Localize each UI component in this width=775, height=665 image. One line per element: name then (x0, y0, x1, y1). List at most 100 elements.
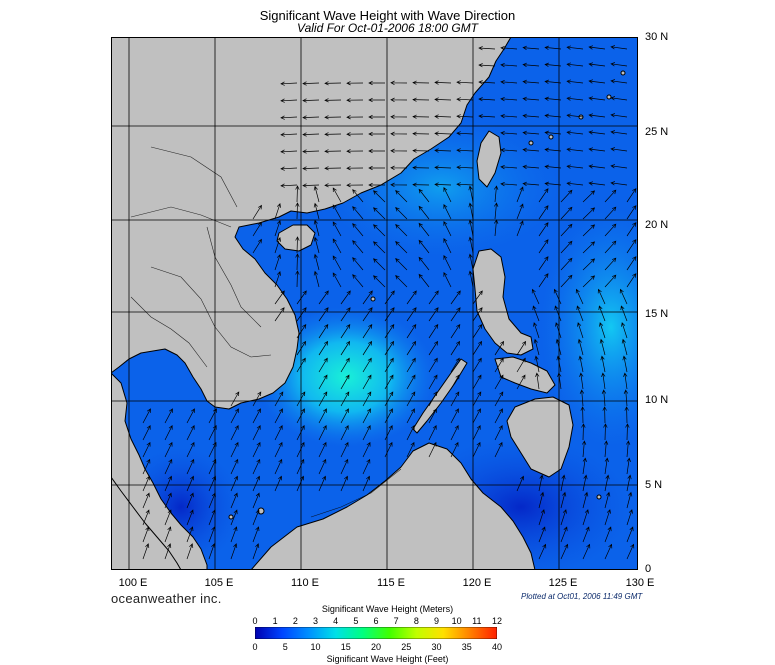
wave-direction-arrow (626, 205, 637, 220)
wave-direction-arrow (456, 80, 474, 85)
wave-direction-arrow (318, 441, 327, 458)
wave-direction-arrow (478, 46, 496, 51)
wave-direction-arrow (302, 115, 320, 120)
wave-direction-arrow (544, 62, 562, 67)
wave-direction-arrow (516, 374, 526, 390)
wave-direction-arrow (538, 526, 546, 543)
wave-direction-arrow (468, 270, 474, 288)
wave-direction-arrow (535, 372, 540, 390)
wave-direction-arrow (468, 253, 474, 271)
meters-tick-label: 12 (491, 616, 502, 626)
wave-direction-arrow (621, 338, 628, 356)
wave-direction-arrow (313, 202, 320, 220)
wave-direction-arrow (318, 408, 327, 424)
wave-direction-arrow (406, 408, 415, 424)
feet-tick-label: 15 (340, 642, 351, 652)
wave-direction-arrow (599, 338, 606, 356)
wave-direction-arrow (434, 114, 452, 119)
wave-direction-arrow (252, 526, 260, 543)
wave-direction-arrow (566, 113, 584, 118)
wave-direction-arrow (373, 207, 386, 220)
wave-direction-arrow (395, 224, 408, 237)
wave-direction-arrow (280, 115, 298, 120)
wave-direction-arrow (346, 183, 364, 188)
wave-direction-arrow (274, 458, 283, 475)
feet-tick-label: 25 (401, 642, 412, 652)
wave-direction-arrow (560, 509, 567, 526)
wave-direction-arrow (610, 113, 628, 118)
wave-direction-arrow (186, 475, 195, 492)
wave-direction-arrow (318, 307, 329, 322)
wave-direction-arrow (318, 391, 328, 407)
wave-direction-arrow (406, 357, 416, 373)
wave-direction-arrow (443, 255, 452, 271)
wave-direction-arrow (619, 288, 628, 305)
island-dot (606, 94, 612, 100)
wave-direction-arrow (406, 391, 416, 407)
lat-label-25n: 25 N (645, 126, 669, 138)
sumatra-tip (111, 476, 182, 570)
wave-direction-arrow (450, 307, 461, 322)
wave-direction-arrow (544, 79, 562, 84)
wave-direction-arrow (450, 323, 461, 339)
wave-direction-arrow (450, 290, 461, 305)
wave-direction-arrow (494, 340, 505, 356)
wave-direction-arrow (588, 164, 606, 169)
wave-direction-arrow (604, 457, 609, 475)
taiwan-island (476, 130, 502, 188)
wave-direction-arrow (412, 165, 430, 170)
wave-direction-arrow (332, 272, 342, 288)
lon-label-125e: 125 E (548, 577, 578, 589)
wave-direction-arrow (579, 389, 585, 407)
wave-direction-arrow (624, 406, 629, 424)
wave-direction-arrow (362, 290, 373, 305)
wave-direction-arrow (577, 338, 584, 356)
wave-direction-arrow (588, 45, 606, 50)
wave-direction-arrow (626, 509, 633, 526)
wave-direction-arrow (456, 165, 474, 170)
lat-label-5n: 5 N (645, 479, 663, 491)
wave-direction-arrow (428, 408, 437, 424)
wave-direction-arrow (582, 509, 589, 526)
wave-direction-arrow (544, 113, 562, 118)
wave-direction-arrow (332, 204, 342, 220)
wave-direction-arrow (352, 223, 364, 237)
wave-direction-arrow (604, 509, 611, 526)
wave-direction-arrow (324, 166, 342, 171)
wave-direction-arrow (274, 203, 281, 220)
wave-direction-arrow (280, 98, 298, 103)
wave-direction-arrow (418, 256, 430, 271)
wave-direction-arrow (604, 543, 613, 560)
wave-direction-arrow (522, 130, 540, 135)
wave-direction-arrow (362, 307, 373, 322)
wave-direction-arrow (274, 254, 281, 271)
wave-direction-arrow (500, 96, 518, 102)
wave-direction-arrow (576, 305, 584, 322)
wave-direction-arrow (494, 408, 503, 424)
lat-label-0: 0 (645, 563, 652, 575)
wave-direction-arrow (362, 374, 372, 390)
wave-direction-arrow (230, 492, 238, 509)
wave-direction-arrow (230, 391, 240, 407)
wave-direction-arrow (538, 222, 549, 237)
wave-direction-arrow (318, 475, 327, 492)
wave-direction-arrow (533, 322, 540, 339)
wave-direction-arrow (362, 408, 371, 424)
wave-direction-arrow (318, 458, 327, 475)
wave-direction-arrow (274, 220, 281, 237)
wave-direction-arrow (604, 526, 612, 543)
feet-tick-label: 40 (491, 642, 502, 652)
meters-tick-label: 5 (353, 616, 359, 626)
wave-direction-arrow (390, 80, 408, 86)
wave-direction-arrow (164, 458, 173, 475)
wave-direction-arrow (604, 474, 610, 492)
wave-direction-arrow (468, 202, 474, 220)
wave-direction-arrow (142, 475, 151, 492)
wave-direction-arrow (582, 224, 596, 237)
wave-direction-arrow (395, 258, 408, 271)
wave-direction-arrow (302, 166, 320, 171)
wave-direction-arrow (252, 221, 262, 237)
wave-direction-arrow (579, 372, 584, 390)
wave-direction-arrow (313, 236, 320, 254)
wave-direction-arrow (456, 97, 474, 102)
